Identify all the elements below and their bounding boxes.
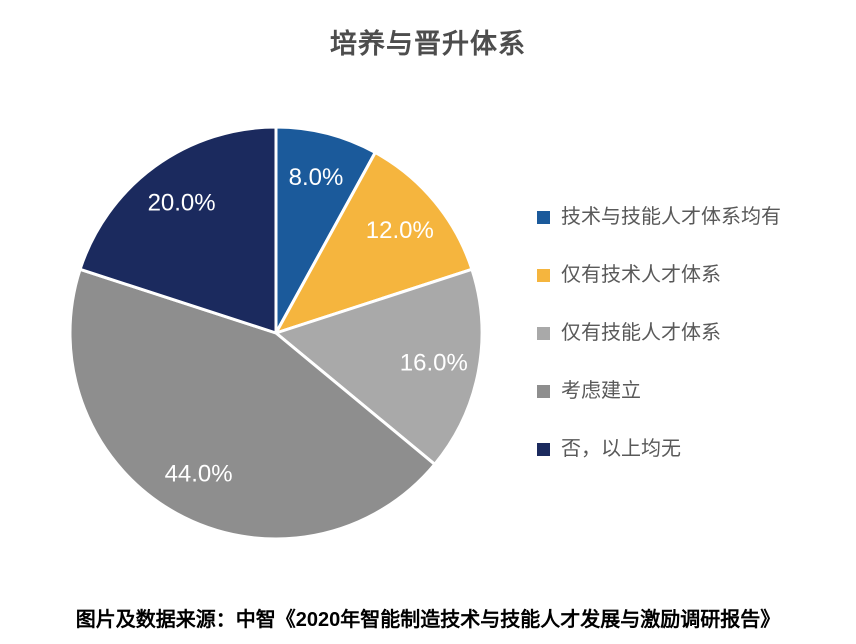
- legend-item-0: 技术与技能人才体系均有: [537, 204, 781, 230]
- legend-swatch-icon: [537, 326, 550, 340]
- pie-slice-label-2: 16.0%: [400, 350, 468, 377]
- pie-slice-label-4: 20.0%: [148, 190, 216, 217]
- legend-label: 仅有技术人才体系: [561, 264, 721, 286]
- legend-item-2: 仅有技能人才体系: [537, 320, 781, 346]
- legend-item-1: 仅有技术人才体系: [537, 262, 781, 288]
- pie-slice-4: [78, 125, 278, 335]
- pie-chart: 8.0% 12.0% 16.0% 44.0% 20.0%: [68, 125, 484, 541]
- legend-swatch-icon: [537, 442, 550, 456]
- legend-label: 技术与技能人才体系均有: [561, 206, 781, 228]
- pie-slice-3: [68, 267, 437, 541]
- pie-slice-1: [274, 150, 474, 335]
- legend-swatch-icon: [537, 268, 550, 282]
- pie-slice-0: [274, 125, 377, 335]
- legend-label: 考虑建立: [561, 380, 641, 402]
- legend: 技术与技能人才体系均有 仅有技术人才体系 仅有技能人才体系 考虑建立否，以上均无: [537, 204, 781, 462]
- chart-title: 培养与晋升体系: [330, 29, 526, 59]
- pie-slice-label-1: 12.0%: [366, 217, 434, 244]
- pie-slice-2: [274, 267, 484, 466]
- legend-swatch-icon: [537, 384, 550, 398]
- legend-swatch-icon: [537, 210, 550, 224]
- legend-item-3: 考虑建立: [537, 378, 781, 404]
- legend-label: 仅有技能人才体系: [561, 322, 721, 344]
- source-note: 图片及数据来源：中智《2020年智能制造技术与技能人才发展与激励调研报告》: [75, 609, 781, 631]
- legend-label: 否，以上均无: [561, 438, 681, 460]
- pie-slice-label-0: 8.0%: [289, 164, 344, 191]
- pie-slice-label-3: 44.0%: [165, 460, 233, 487]
- legend-item-4: 否，以上均无: [537, 436, 781, 462]
